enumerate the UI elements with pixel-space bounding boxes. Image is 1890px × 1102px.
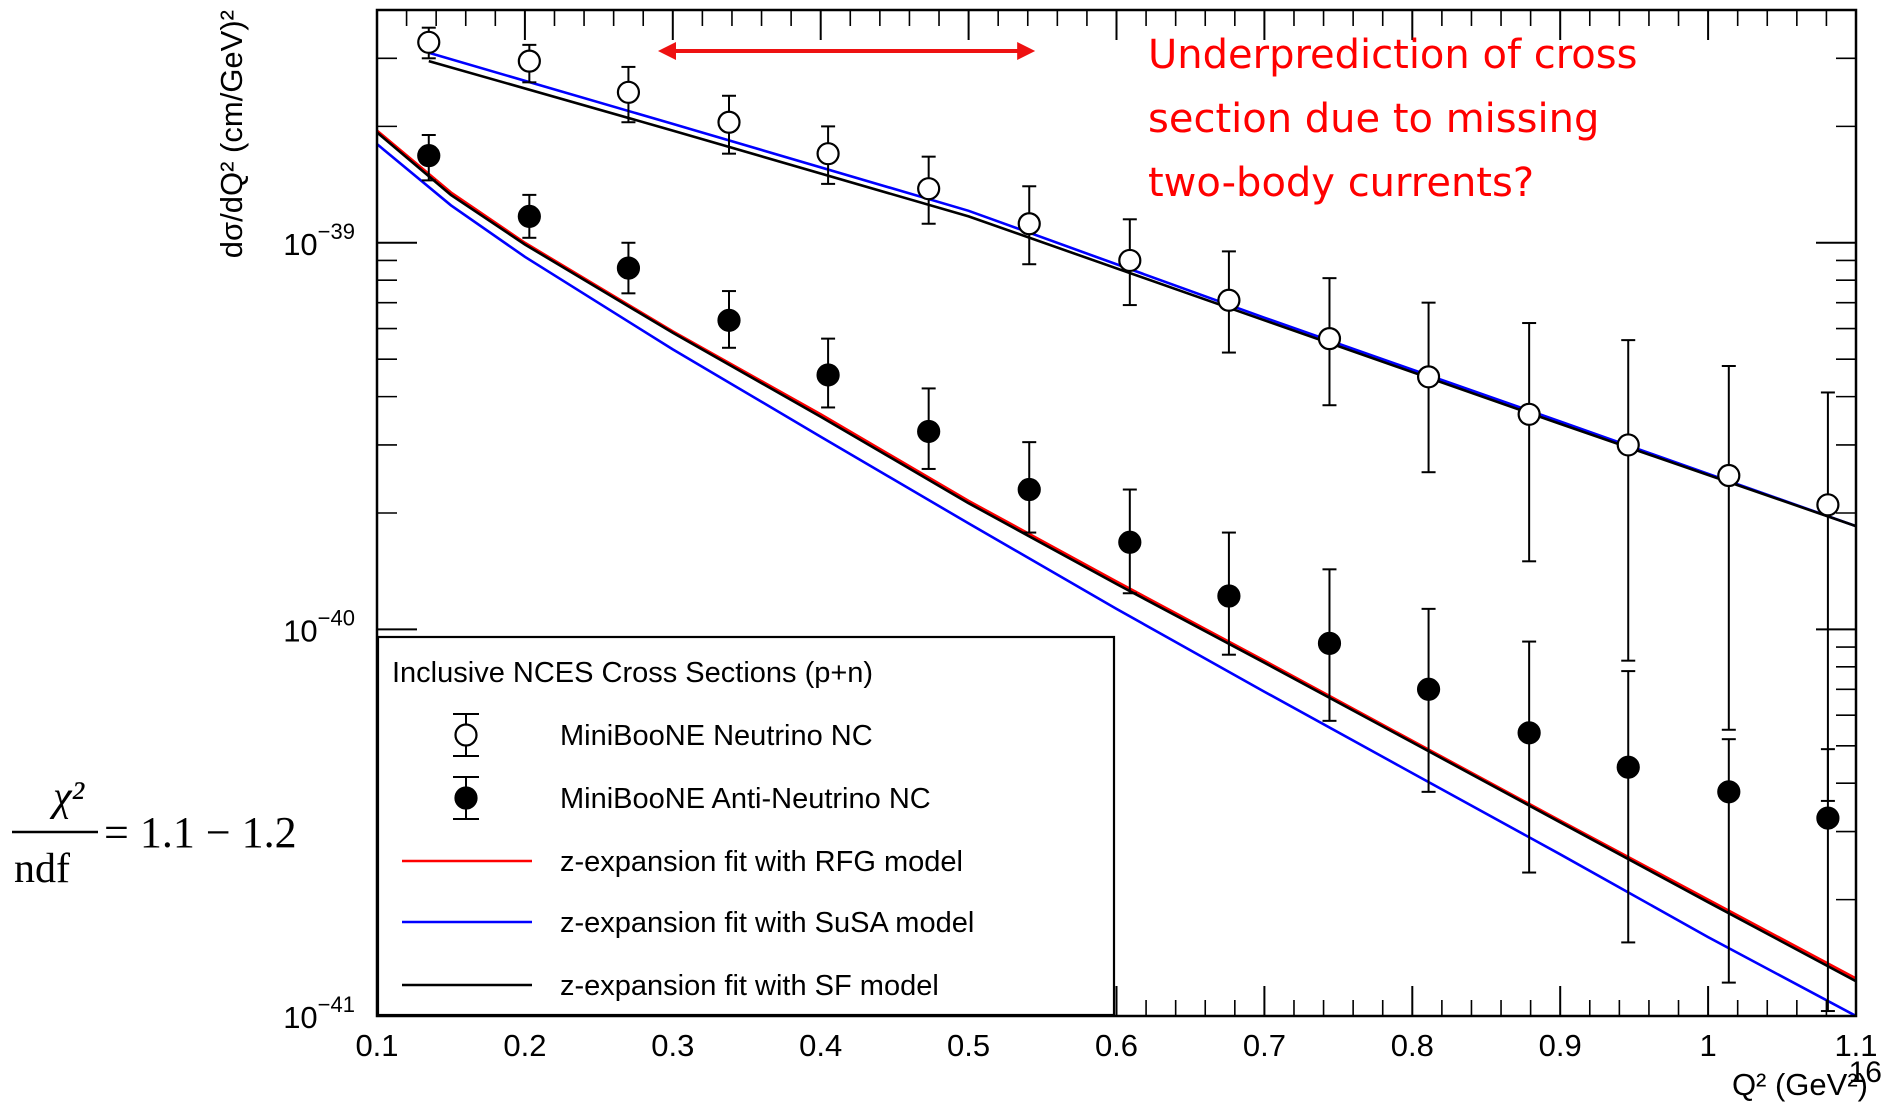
data-point-neutrino xyxy=(917,177,941,201)
fit-line-neutrino-z-expansion-fit-with-sf-model xyxy=(428,59,1856,528)
data-point-neutrino xyxy=(1717,463,1741,488)
chi2-denominator: ndf xyxy=(14,846,70,892)
y-axis-label: dσ/dQ² (cm/GeV)² xyxy=(214,10,249,258)
x-tick-label: 0.1 xyxy=(355,1028,398,1063)
x-tick-label: 0.7 xyxy=(1243,1028,1286,1063)
x-tick-label: 0.6 xyxy=(1095,1028,1138,1063)
fit-line-neutrino-z-expansion-fit-with-susa-model xyxy=(428,51,1856,528)
data-point-neutrino xyxy=(717,110,741,134)
data-point-neutrino xyxy=(1517,402,1541,426)
x-axis-label: Q² (GeV²) xyxy=(1732,1067,1868,1102)
x-tick-label: 0.5 xyxy=(947,1028,990,1063)
y-tick-label: 10−39 xyxy=(283,219,355,262)
data-point-antineutrino xyxy=(1717,780,1741,804)
data-point-antineutrino xyxy=(1416,677,1441,701)
x-tick-label: 0.8 xyxy=(1391,1028,1434,1063)
data-point-neutrino xyxy=(1017,212,1041,236)
data-point-neutrino xyxy=(1217,288,1241,312)
data-point-neutrino xyxy=(1416,365,1441,389)
data-point-antineutrino xyxy=(1816,806,1840,830)
fit-line-z-expansion-fit-with-sf-model xyxy=(377,131,1856,983)
y-tick-base: 10 xyxy=(283,613,317,648)
fit-line-z-expansion-fit-with-rfg-model xyxy=(377,129,1856,980)
fit-line-z-expansion-fit-with-susa-model xyxy=(377,143,1856,1016)
x-tick-label: 1.1 xyxy=(1834,1028,1877,1063)
data-point-neutrino xyxy=(517,49,541,73)
data-point-antineutrino xyxy=(1517,721,1541,745)
annotation-line-1: Underprediction of cross xyxy=(1148,32,1637,78)
annotation-arrow-head-left xyxy=(658,42,677,60)
data-point-antineutrino xyxy=(1616,755,1640,779)
legend-title: Inclusive NCES Cross Sections (p+n) xyxy=(392,657,873,689)
legend-entry-label: z-expansion fit with SuSA model xyxy=(560,907,974,939)
data-point-antineutrino xyxy=(1217,584,1241,608)
x-tick-label: 0.3 xyxy=(651,1028,694,1063)
legend-marker xyxy=(454,723,478,747)
data-point-antineutrino xyxy=(717,308,741,332)
legend-entry-label: MiniBooNE Anti-Neutrino NC xyxy=(560,783,931,815)
data-point-antineutrino xyxy=(1017,477,1041,502)
y-tick-label: 10−41 xyxy=(283,992,355,1035)
data-point-neutrino xyxy=(1317,327,1342,351)
annotation-arrow-head-right xyxy=(1017,42,1036,60)
plot-layer xyxy=(377,26,1856,1016)
data-point-antineutrino xyxy=(1317,631,1342,655)
x-tick-label: 0.4 xyxy=(799,1028,842,1063)
data-point-neutrino xyxy=(1118,248,1142,273)
data-point-neutrino xyxy=(616,80,641,104)
x-tick-label: 1 xyxy=(1699,1028,1716,1063)
y-tick-exponent: −39 xyxy=(318,219,355,244)
chi2-numerator: χ² xyxy=(49,774,85,820)
data-point-neutrino xyxy=(1816,493,1840,517)
legend: Inclusive NCES Cross Sections (p+n) MiniB… xyxy=(376,635,1116,1017)
legend-entry-label: MiniBooNE Neutrino NC xyxy=(560,720,873,752)
y-tick-label: 10−40 xyxy=(283,605,355,648)
y-tick-base: 10 xyxy=(283,227,317,262)
data-point-neutrino xyxy=(816,142,840,166)
x-tick-label: 0.2 xyxy=(503,1028,546,1063)
legend-entry-label: z-expansion fit with RFG model xyxy=(560,846,963,878)
chi2-value: = 1.1 − 1.2 xyxy=(104,808,297,857)
slide-number: 16 xyxy=(1849,1056,1882,1089)
annotation-line-2: section due to missing xyxy=(1148,96,1599,142)
x-tick-label: 0.9 xyxy=(1539,1028,1582,1063)
data-point-antineutrino xyxy=(616,256,641,280)
annotation-line-3: two-body currents? xyxy=(1148,160,1534,206)
y-tick-base: 10 xyxy=(283,1000,317,1035)
data-point-antineutrino xyxy=(917,419,941,444)
data-point-neutrino xyxy=(417,30,441,54)
data-point-antineutrino xyxy=(417,144,441,168)
legend-entry-label: z-expansion fit with SF model xyxy=(560,970,939,1002)
y-tick-exponent: −40 xyxy=(318,605,355,630)
data-point-neutrino xyxy=(1616,433,1640,457)
chi2-formula: χ² ndf = 1.1 − 1.2 xyxy=(12,774,297,892)
data-point-antineutrino xyxy=(1118,530,1142,554)
y-tick-exponent: −41 xyxy=(318,992,355,1017)
legend-marker xyxy=(454,786,478,810)
legend-box xyxy=(376,635,1116,1017)
data-point-antineutrino xyxy=(816,363,840,387)
annotation: Underprediction of cross section due to … xyxy=(1148,32,1637,206)
data-point-antineutrino xyxy=(517,204,541,229)
